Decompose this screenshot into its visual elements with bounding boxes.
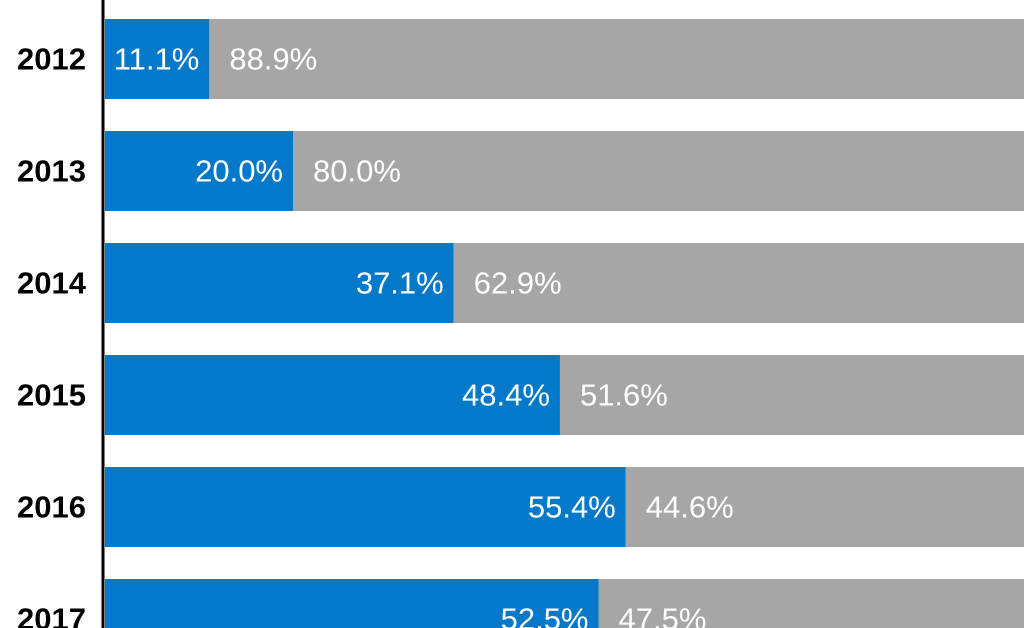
bar-segment-2017-s2 <box>598 579 1024 628</box>
bars-layer <box>105 19 1024 628</box>
data-label-2014-s2: 62.9% <box>474 266 562 301</box>
y-tick-label-2012: 2012 <box>17 42 86 77</box>
data-label-2012-s1: 11.1% <box>114 42 200 77</box>
data-label-2017-s2: 47.5% <box>619 602 707 628</box>
bar-segment-2016-s1 <box>105 467 626 547</box>
bar-segment-2016-s2 <box>625 467 1024 547</box>
y-tick-label-2016: 2016 <box>17 490 86 525</box>
y-tick-label-2015: 2015 <box>17 378 86 413</box>
bar-segment-2014-s2 <box>453 243 1024 323</box>
bar-segment-2015-s1 <box>105 355 560 435</box>
bar-segment-2014-s1 <box>105 243 454 323</box>
data-label-2013-s1: 20.0% <box>195 154 283 189</box>
labels-layer: 2012 11.1% 88.9% 2013 20.0% 80.0% 2014 37.1% 62.… <box>17 42 734 628</box>
data-label-2012-s2: 88.9% <box>229 42 317 77</box>
y-tick-label-2013: 2013 <box>17 154 86 189</box>
y-tick-label-2017: 2017 <box>17 602 86 628</box>
bar-segment-2013-s2 <box>293 131 1024 211</box>
bar-segment-2013-s1 <box>105 131 293 211</box>
data-label-2017-s1: 52.5% <box>501 602 589 628</box>
bar-segment-2012-s1 <box>105 19 210 99</box>
data-label-2015-s1: 48.4% <box>462 378 550 413</box>
bar-segment-2017-s1 <box>105 579 599 628</box>
y-tick-label-2014: 2014 <box>17 266 87 301</box>
data-label-2013-s2: 80.0% <box>313 154 401 189</box>
bar-segment-2012-s2 <box>209 19 1024 99</box>
data-label-2015-s2: 51.6% <box>580 378 668 413</box>
data-label-2016-s2: 44.6% <box>646 490 734 525</box>
data-label-2014-s1: 37.1% <box>356 266 444 301</box>
data-label-2016-s1: 55.4% <box>528 490 616 525</box>
bar-segment-2015-s2 <box>559 355 1024 435</box>
